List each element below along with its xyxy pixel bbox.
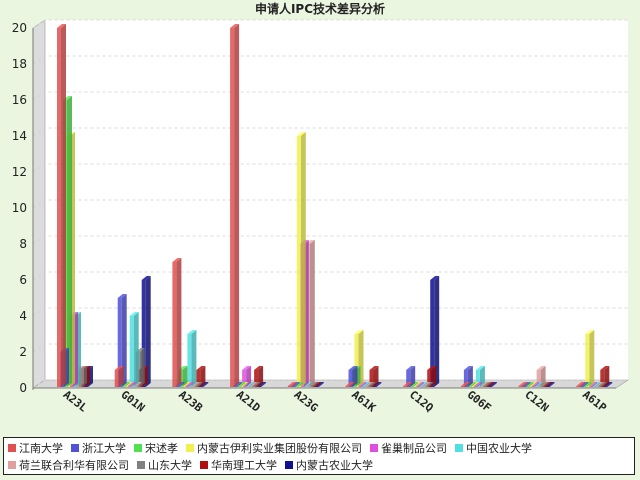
gridline (32, 127, 628, 137)
y-tick-label: 12 (12, 165, 27, 179)
legend-item: 内蒙古农业大学 (285, 457, 373, 474)
legend-swatch (134, 444, 142, 452)
bar (427, 366, 437, 387)
bar (369, 366, 379, 387)
legend-item: 山东大学 (137, 457, 192, 474)
legend-swatch (137, 461, 145, 469)
bar (114, 366, 124, 387)
gridline (32, 55, 628, 65)
legend-label: 雀巢制品公司 (381, 442, 447, 455)
x-tick-label: G06F (465, 388, 494, 415)
x-tick-label: G01N (118, 388, 147, 415)
x-tick-label: A23B (176, 388, 205, 415)
legend-label: 华南理工大学 (211, 459, 277, 472)
legend-swatch (8, 461, 16, 469)
bar (348, 366, 358, 387)
legend-label: 浙江大学 (82, 442, 126, 455)
y-tick-label: 16 (12, 93, 27, 107)
x-tick-label: C12Q (407, 388, 436, 415)
legend-item: 内蒙古伊利实业集团股份有限公司 (186, 440, 362, 457)
bar (172, 258, 182, 387)
legend-label: 荷兰联合利华有限公司 (19, 459, 129, 472)
x-tick-label: A21D (234, 388, 263, 415)
bar (475, 366, 485, 387)
bar (585, 330, 595, 387)
bar (117, 294, 127, 387)
legend-label: 中国农业大学 (466, 442, 532, 455)
x-tick-label: A61K (349, 388, 378, 415)
y-tick-label: 10 (12, 201, 27, 215)
bar (403, 382, 413, 387)
legend-swatch (200, 461, 208, 469)
legend-label: 江南大学 (19, 442, 63, 455)
bar (460, 382, 470, 387)
gridline (32, 163, 628, 173)
y-tick-label: 4 (19, 309, 27, 323)
bar (287, 382, 297, 387)
legend-label: 内蒙古农业大学 (296, 459, 373, 472)
bar (345, 382, 355, 387)
y-tick-label: 8 (19, 237, 27, 251)
legend-item: 江南大学 (8, 440, 63, 457)
legend-swatch (285, 461, 293, 469)
legend-item: 宋述孝 (134, 440, 178, 457)
bar (57, 24, 66, 387)
legend-item: 华南理工大学 (200, 457, 277, 474)
legend-swatch (71, 444, 79, 452)
legend-swatch (186, 444, 194, 452)
bar (430, 276, 440, 387)
gridline (32, 199, 628, 209)
bar (463, 366, 473, 387)
legend-item: 中国农业大学 (455, 440, 532, 457)
bar (242, 366, 252, 387)
gridline (32, 91, 628, 101)
y-tick-label: 14 (12, 129, 27, 143)
bars (57, 24, 613, 387)
legend-swatch (370, 444, 378, 452)
x-tick-label: A23G (292, 388, 321, 415)
legend-item: 雀巢制品公司 (370, 440, 447, 457)
legend-label: 内蒙古伊利实业集团股份有限公司 (197, 442, 362, 455)
chart-title: 申请人IPC技术差异分析 (254, 2, 386, 16)
y-tick-label: 2 (19, 345, 27, 359)
bar (406, 366, 416, 387)
bar (230, 24, 240, 387)
y-tick-label: 0 (19, 381, 27, 395)
legend-item: 浙江大学 (71, 440, 126, 457)
x-tick-label: C12N (522, 388, 551, 415)
bar (600, 366, 610, 387)
bar (196, 366, 206, 387)
x-tick-label: A23L (61, 388, 90, 415)
y-tick-label: 6 (19, 273, 27, 287)
bar (518, 382, 528, 387)
bar (187, 330, 197, 387)
x-tick-label: A61P (580, 388, 609, 415)
y-tick-label: 18 (12, 57, 27, 71)
legend-label: 宋述孝 (145, 442, 178, 455)
y-tick-label: 20 (12, 21, 27, 35)
bar (254, 366, 264, 387)
legend-label: 山东大学 (148, 459, 192, 472)
bar (141, 276, 151, 387)
legend: 江南大学 浙江大学 宋述孝 内蒙古伊利实业集团股份有限公司 雀巢制品公司 中国农业大学荷兰… (3, 437, 635, 475)
bar (129, 312, 139, 387)
legend-swatch (455, 444, 463, 452)
bar (296, 132, 306, 387)
gridline (32, 19, 628, 29)
bar (576, 382, 586, 387)
gridline (32, 271, 628, 281)
legend-swatch (8, 444, 16, 452)
bar (536, 366, 546, 387)
gridline (32, 235, 628, 245)
legend-item: 荷兰联合利华有限公司 (8, 457, 129, 474)
